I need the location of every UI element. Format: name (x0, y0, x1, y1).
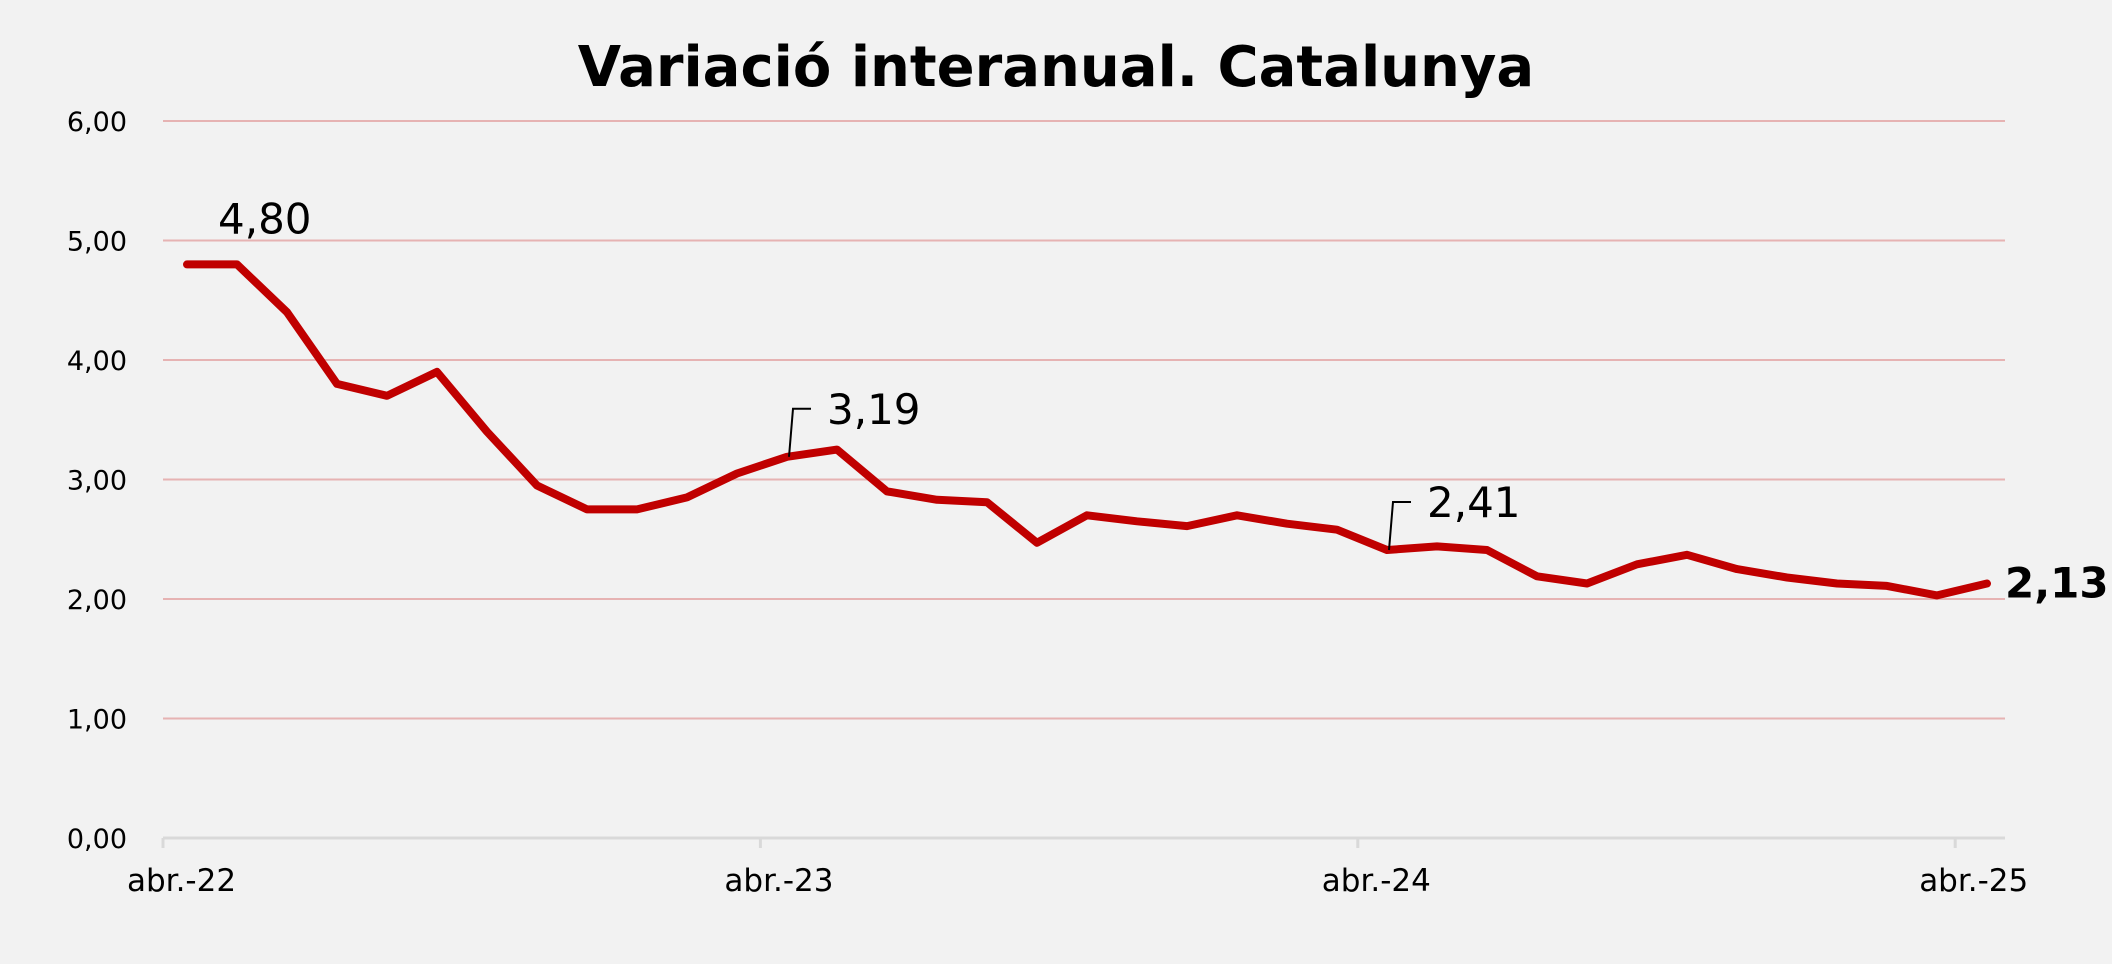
x-tick-label: abr.-23 (724, 863, 833, 899)
data-label-leader (788, 407, 811, 457)
series-line-group (183, 260, 1991, 600)
data-labels: 4,80 3,19 2,41 2,13 (218, 194, 2109, 607)
gridlines (163, 120, 2005, 720)
y-axis-tick-labels: 0,00 1,00 2,00 3,00 4,00 5,00 6,00 (67, 107, 127, 855)
y-tick-label: 6,00 (67, 107, 127, 138)
x-axis-tick-labels: abr.-22 abr.-23 abr.-24 abr.-25 (127, 863, 2028, 899)
data-label: 2,13 (2005, 558, 2109, 607)
y-tick-label: 0,00 (67, 824, 127, 855)
data-label-leader (1388, 501, 1411, 551)
data-label: 3,19 (827, 385, 921, 434)
x-tick-label: abr.-24 (1322, 863, 1431, 899)
chart-title: Variació interanual. Catalunya (578, 35, 1534, 100)
y-tick-label: 5,00 (67, 227, 127, 258)
series-line (183, 260, 1991, 600)
y-tick-label: 2,00 (67, 585, 127, 616)
data-label: 4,80 (218, 194, 312, 243)
y-tick-label: 1,00 (67, 705, 127, 736)
y-tick-label: 3,00 (67, 466, 127, 497)
data-label: 2,41 (1427, 478, 1521, 527)
x-axis (161, 836, 2005, 848)
x-tick-label: abr.-22 (127, 863, 236, 899)
x-tick-label: abr.-25 (1919, 863, 2028, 899)
y-tick-label: 4,00 (67, 346, 127, 377)
